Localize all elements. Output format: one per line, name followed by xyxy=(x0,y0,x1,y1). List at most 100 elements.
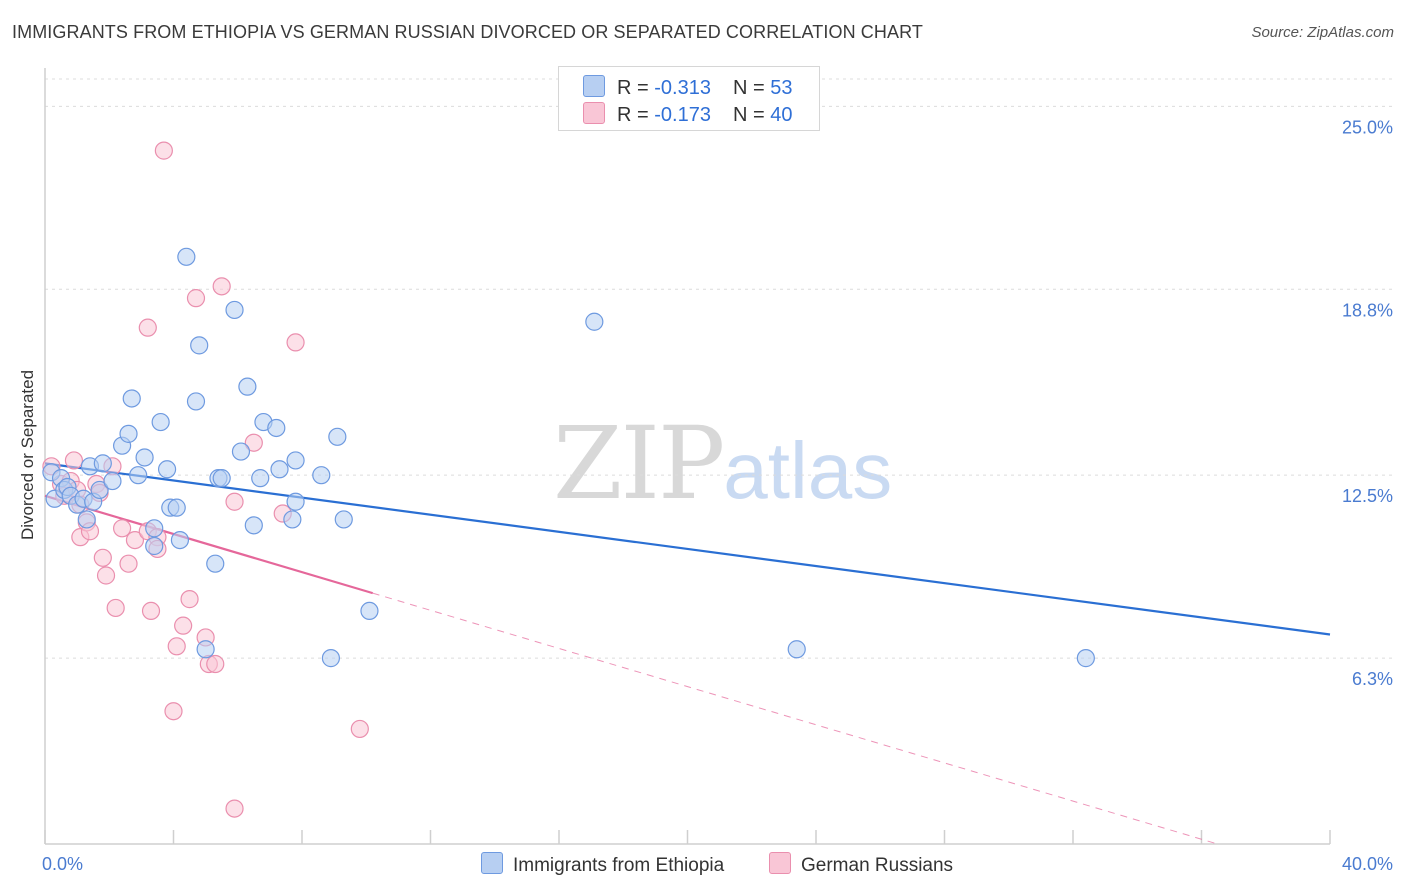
german-russian-point xyxy=(119,554,138,573)
german-russian-point xyxy=(174,616,193,635)
tick-labels: 6.3% 12.5% 18.8% 25.0% 0.0% 40.0% xyxy=(42,117,1393,874)
y-tick-label: 18.8% xyxy=(1342,300,1393,320)
ethiopia-point xyxy=(190,336,209,355)
german-russian-point xyxy=(96,566,116,585)
legend-swatch-blue xyxy=(583,75,605,97)
legend-row-german-russians: R = -0.173 N = 40 xyxy=(583,102,792,126)
german-russian-point xyxy=(244,433,263,452)
legend-n-value: 53 xyxy=(770,77,793,99)
data-points xyxy=(42,141,1095,818)
ethiopia-point xyxy=(585,312,604,331)
german-russian-point xyxy=(64,451,84,470)
ethiopia-point xyxy=(360,601,379,621)
ethiopia-point xyxy=(244,516,263,535)
german-russian-point xyxy=(350,719,369,739)
ethiopia-point xyxy=(238,377,257,396)
legend-n-label: N = xyxy=(732,77,771,99)
trend-lines xyxy=(44,462,1331,845)
german-russian-point xyxy=(180,590,199,609)
ethiopia-point xyxy=(186,392,206,411)
german-russian-point xyxy=(138,318,157,337)
series-legend-german-russians: German Russians xyxy=(769,852,953,877)
german-russian-point xyxy=(93,548,112,567)
ethiopia-point xyxy=(135,448,154,467)
ethiopia-point xyxy=(129,466,148,485)
german-russian-point xyxy=(141,601,161,621)
y-tick-label: 25.0% xyxy=(1342,117,1393,137)
legend-r-value: -0.173 xyxy=(654,104,711,126)
stats-legend: R = -0.313 N = 53 R = -0.173 N = 40 xyxy=(558,66,820,131)
german-russian-point xyxy=(164,702,183,721)
ethiopia-point xyxy=(151,412,170,432)
ethiopia-point xyxy=(286,492,305,511)
series-name: Immigrants from Ethiopia xyxy=(513,855,725,876)
series-legend: Immigrants from Ethiopia German Russians xyxy=(0,850,1406,880)
ethiopia-point xyxy=(167,498,186,517)
german-russian-point xyxy=(286,333,305,352)
y-tick-label: 12.5% xyxy=(1342,486,1393,506)
german-russian-point xyxy=(154,141,173,160)
ethiopia-point xyxy=(93,454,112,473)
series-swatch-blue xyxy=(481,852,503,874)
ethiopia-point xyxy=(206,554,225,573)
ethiopia-point xyxy=(251,469,270,488)
german-russian-point xyxy=(106,598,125,618)
ethiopia-point xyxy=(283,510,302,529)
watermark: ZIPatlas xyxy=(553,405,892,522)
ethiopia-point xyxy=(267,418,286,438)
ethiopia-point xyxy=(170,530,190,550)
ethiopia-point xyxy=(212,469,231,488)
x-tick-label: 0.0% xyxy=(42,854,83,874)
ethiopia-point xyxy=(321,649,341,668)
ethiopia-point xyxy=(177,247,196,266)
ethiopia-point xyxy=(334,510,353,529)
y-axis-label: Divorced or Separated xyxy=(18,369,37,541)
ethiopia-point xyxy=(231,442,251,461)
chart-title: IMMIGRANTS FROM ETHIOPIA VS GERMAN RUSSI… xyxy=(12,22,923,42)
ethiopia-point xyxy=(225,300,244,320)
german-russian-point xyxy=(206,654,225,674)
watermark-atlas: atlas xyxy=(723,426,893,515)
x-tick-label: 40.0% xyxy=(1342,854,1393,874)
legend-r-value: -0.313 xyxy=(654,77,711,99)
source-label: Source: ZipAtlas.com xyxy=(1251,24,1394,41)
ethiopia-point xyxy=(787,640,806,659)
german-russian-trend-line xyxy=(44,494,373,595)
german-russian-point xyxy=(125,530,145,550)
ethiopia-point xyxy=(157,460,177,479)
series-swatch-pink xyxy=(769,852,791,874)
german-russian-point xyxy=(212,277,231,296)
ethiopia-point xyxy=(196,640,215,659)
legend-row-ethiopia: R = -0.313 N = 53 xyxy=(583,75,792,99)
german-russian-point xyxy=(167,637,186,656)
german-russian-point xyxy=(225,799,244,818)
legend-n-value: 40 xyxy=(770,104,793,126)
legend-n-label: N = xyxy=(732,104,771,126)
grid-lines xyxy=(45,78,1392,659)
ethiopia-point xyxy=(312,466,331,485)
ethiopia-point xyxy=(286,451,305,470)
legend-r-label: R = xyxy=(617,77,655,99)
ethiopia-trend-line xyxy=(44,462,1331,636)
german-russian-trend-extension xyxy=(372,592,1218,845)
ethiopia-point xyxy=(270,460,289,479)
y-tick-label: 6.3% xyxy=(1352,669,1393,689)
axes xyxy=(44,68,1331,845)
ethiopia-point xyxy=(122,389,141,408)
german-russian-point xyxy=(186,289,206,308)
ethiopia-point xyxy=(119,424,138,443)
ethiopia-point xyxy=(145,536,164,556)
watermark-zip: ZIP xyxy=(553,405,725,522)
ethiopia-point xyxy=(77,510,96,529)
series-legend-ethiopia: Immigrants from Ethiopia xyxy=(481,852,724,877)
ethiopia-point xyxy=(103,471,122,491)
legend-swatch-pink xyxy=(583,102,605,124)
series-name: German Russians xyxy=(801,855,954,876)
german-russian-point xyxy=(112,519,132,538)
ethiopia-point xyxy=(1076,649,1095,668)
ethiopia-point xyxy=(328,427,347,446)
ethiopia-point xyxy=(90,480,109,500)
ethiopia-point xyxy=(145,519,164,538)
legend-r-label: R = xyxy=(617,104,655,126)
